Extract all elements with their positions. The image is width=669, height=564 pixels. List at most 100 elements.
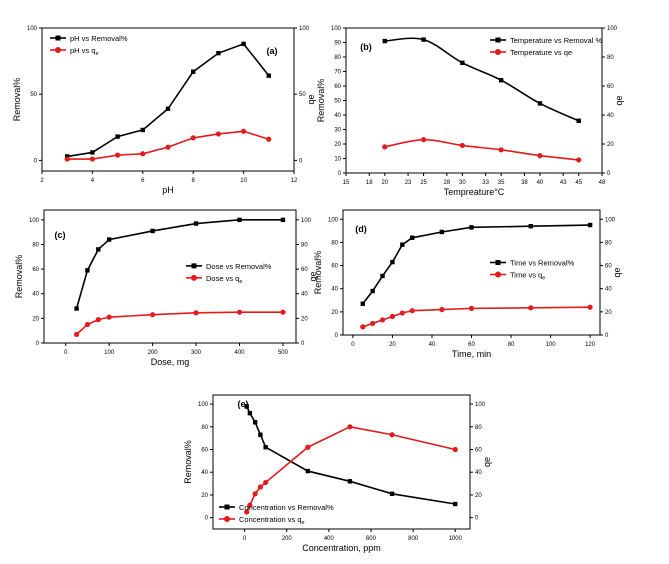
data-point-square	[382, 38, 387, 44]
data-point-circle	[263, 479, 269, 486]
data-point-square	[191, 69, 196, 74]
x-tick-label: 38	[521, 180, 528, 186]
y-tick-label: 0	[205, 516, 209, 522]
legend-entry: Dose vs Removal%	[206, 262, 272, 271]
data-point-square	[280, 217, 286, 223]
data-point-circle	[360, 324, 366, 330]
y-tick-label: 50	[30, 92, 37, 98]
series-line-2	[384, 138, 579, 161]
y-tick-label: 90	[334, 41, 341, 47]
data-point-square	[460, 60, 465, 65]
x-tick-label: 100	[104, 350, 115, 356]
y-tick-label: 60	[334, 84, 341, 90]
y-tick-label: 70	[334, 70, 341, 76]
y-tick-label: 80	[334, 55, 341, 61]
legend-entry: Dose vs qe	[206, 274, 242, 285]
y-tick-label: 20	[331, 310, 338, 316]
series-line-1	[384, 37, 580, 122]
data-point-circle	[84, 321, 91, 328]
data-point-circle	[95, 317, 101, 323]
data-point-circle	[190, 135, 196, 141]
y-tick-label: 80	[201, 425, 208, 431]
data-point-circle	[64, 156, 70, 162]
data-point-square	[241, 41, 246, 47]
panel-label: (b)	[360, 42, 372, 52]
y-right-tick-label: 60	[475, 448, 482, 454]
y-axis-label: Removal%	[316, 79, 326, 123]
y-axis-label: Removal%	[14, 255, 24, 299]
panel-label: (c)	[55, 230, 66, 240]
x-tick-label: 45	[575, 180, 582, 186]
data-point-circle	[468, 305, 475, 311]
x-tick-label: 10	[240, 178, 247, 184]
panel-label: (d)	[355, 224, 367, 234]
y-tick-label: 80	[331, 240, 338, 246]
data-point-circle	[399, 310, 405, 316]
y-tick-label: 100	[198, 402, 209, 408]
x-tick-label: 40	[537, 180, 544, 186]
y-right-tick-label: 50	[299, 92, 306, 98]
legend-entry: Temperature vs Removal %	[510, 36, 602, 45]
data-point-circle	[106, 314, 112, 320]
legend-circle-marker	[55, 47, 61, 53]
y-tick-label: 0	[338, 171, 342, 177]
x-axis-label: Time, min	[452, 349, 491, 359]
x-tick-label: 35	[498, 180, 505, 186]
data-point-circle	[236, 309, 243, 315]
data-point-square	[74, 306, 79, 311]
legend-square-marker	[495, 37, 501, 43]
y-right-tick-label: 40	[607, 113, 614, 119]
data-point-circle	[266, 136, 272, 142]
y-right-tick-label: 0	[607, 171, 611, 177]
y-right-tick-label: 0	[475, 516, 479, 522]
data-point-circle	[215, 131, 221, 137]
data-point-circle	[528, 305, 534, 311]
x-tick-label: 18	[366, 180, 373, 186]
data-point-square	[498, 78, 504, 83]
data-point-square	[389, 491, 395, 496]
data-point-circle	[459, 142, 465, 149]
legend-text: Dose vs Removal%	[206, 262, 272, 271]
x-tick-label: 800	[408, 536, 419, 542]
data-point-square	[106, 237, 112, 242]
y-tick-label: 20	[334, 142, 341, 148]
data-point-square	[305, 468, 310, 474]
data-point-square	[150, 228, 155, 234]
legend-text: Concentration vs Removal%	[239, 503, 334, 512]
y-right-tick-label: 20	[475, 493, 482, 499]
y-right-tick-label: 100	[607, 26, 618, 32]
y-tick-label: 20	[201, 493, 208, 499]
y-axis-label: Removal%	[313, 251, 323, 295]
y-right-axis-label: qe	[482, 457, 492, 467]
data-point-circle	[89, 156, 95, 162]
legend-entry: Concentration vs qe	[239, 515, 305, 526]
plot-frame	[43, 209, 297, 344]
x-tick-label: 20	[389, 342, 396, 348]
data-point-circle	[587, 304, 593, 310]
y-tick-label: 0	[335, 333, 339, 339]
y-right-tick-label: 20	[301, 316, 308, 322]
x-tick-label: 20	[381, 180, 388, 186]
data-point-square	[537, 101, 543, 106]
y-tick-label: 80	[32, 242, 39, 248]
x-tick-label: 300	[191, 350, 202, 356]
data-point-square	[370, 288, 375, 294]
legend-text: pH vs Removal%	[70, 34, 128, 43]
y-right-tick-label: 100	[301, 218, 312, 224]
plot-frame	[212, 394, 471, 530]
legend-circle-marker	[495, 49, 501, 55]
data-point-circle	[165, 144, 171, 150]
data-point-circle	[420, 137, 427, 143]
data-point-square	[439, 229, 445, 235]
x-axis-label: Dose, mg	[151, 357, 190, 367]
plot-frame	[41, 27, 295, 172]
x-tick-label: 8	[192, 178, 196, 184]
legend-text: Dose vs q	[206, 274, 239, 283]
data-point-square	[266, 73, 271, 78]
data-point-circle	[140, 151, 146, 157]
data-point-circle	[247, 502, 253, 508]
x-tick-label: 0	[243, 536, 247, 542]
legend-text: Temperature vs Removal %	[510, 36, 602, 45]
data-point-square	[587, 222, 593, 228]
y-tick-label: 20	[32, 316, 39, 322]
